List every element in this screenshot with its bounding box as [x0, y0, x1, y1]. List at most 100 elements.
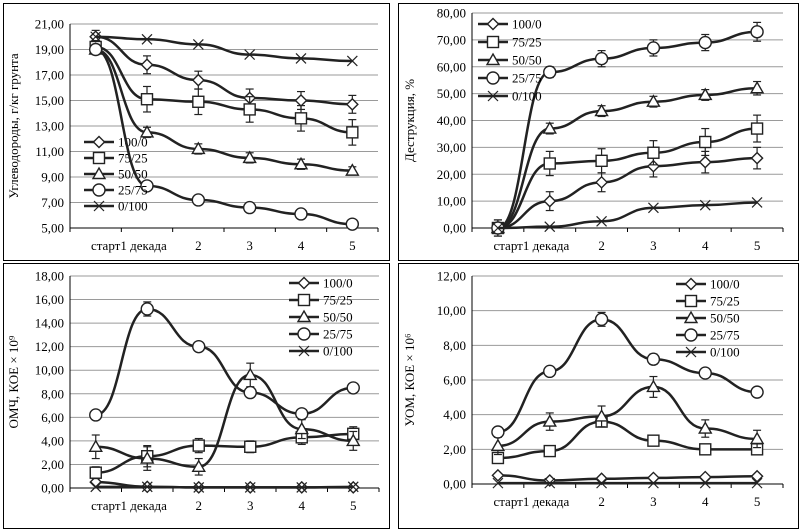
data-point-stroke — [699, 477, 711, 489]
data-point-stroke — [141, 33, 153, 45]
data-point — [647, 477, 659, 489]
x-tick-label: 4 — [299, 498, 306, 513]
data-point — [699, 443, 712, 456]
legend-item: 100/0 — [676, 277, 740, 292]
legend-marker — [486, 35, 500, 49]
y-tick-label: 0,00 — [443, 477, 466, 492]
x-tick-label: 1 декада — [120, 238, 167, 253]
data-point — [242, 150, 257, 164]
data-point-stroke — [90, 481, 102, 493]
y-tick-label: 12,00 — [35, 339, 64, 354]
legend-item: 75/25 — [289, 293, 353, 308]
series-0-100 — [90, 31, 358, 67]
data-point-stroke — [141, 481, 153, 493]
data-point — [594, 408, 609, 422]
legend-item: 25/75 — [289, 327, 353, 342]
data-point — [141, 481, 153, 493]
y-tick-label: 10,00 — [35, 363, 64, 378]
data-point — [699, 135, 712, 149]
data-point — [698, 366, 712, 380]
data-point-stroke — [492, 222, 504, 234]
x-tick-label: 2 — [598, 494, 605, 509]
data-point-stroke — [347, 481, 359, 493]
legend-marker — [297, 276, 311, 290]
chart-omch: 0,00 2,00 4,00 6,00 8,00 10,00 12,00 14,00 16,00… — [3, 263, 390, 529]
y-tick-label: 17,00 — [35, 68, 64, 83]
legend-item: 50/50 — [289, 310, 353, 325]
data-point — [140, 179, 154, 193]
data-point — [242, 200, 257, 215]
data-point-stroke — [192, 38, 204, 50]
data-point — [750, 25, 764, 39]
chart-uom: 0,00 2,00 4,00 6,00 8,00 10,00 12,00 старт 1 дек… — [398, 263, 799, 529]
y-tick-label: 10,00 — [437, 194, 466, 209]
data-point-stroke — [90, 31, 102, 43]
data-point — [140, 451, 155, 464]
data-point — [243, 385, 257, 400]
legend-item: 75/25 — [676, 294, 740, 309]
legend-marker — [485, 52, 501, 66]
x-tick-label: 2 — [196, 498, 203, 513]
data-point — [698, 35, 712, 50]
series-75-25 — [89, 39, 359, 146]
legend-item: 0/100 — [289, 344, 353, 359]
data-point — [192, 95, 205, 108]
legend-label: 50/50 — [323, 310, 353, 325]
x-tick-label: 3 — [650, 238, 657, 253]
data-point — [544, 221, 556, 233]
legend-item: 25/75 — [84, 183, 148, 198]
legend-marker — [486, 17, 500, 31]
data-point — [347, 481, 359, 493]
data-point — [542, 414, 557, 427]
data-point-stroke — [751, 197, 763, 208]
data-point — [750, 385, 764, 399]
legend-marker — [297, 327, 311, 341]
y-tick-label: 13,00 — [35, 119, 64, 134]
data-point — [294, 421, 309, 435]
legend-item: 0/100 — [676, 345, 740, 360]
legend-item: 50/50 — [676, 311, 740, 326]
data-point — [346, 381, 360, 395]
legend-label: 75/25 — [323, 293, 353, 308]
legend-item: 50/50 — [84, 167, 148, 182]
legend-marker-stroke — [487, 90, 499, 102]
x-tick-label: 5 — [754, 494, 761, 509]
y-tick-label: 8,00 — [443, 338, 466, 353]
legend-marker — [684, 277, 698, 291]
legend-label: 0/100 — [710, 345, 740, 360]
data-point — [346, 433, 361, 447]
data-point-stroke — [647, 477, 659, 489]
data-point — [750, 151, 764, 165]
legend-label: 0/100 — [512, 89, 542, 104]
data-point-stroke — [346, 55, 358, 67]
data-point — [544, 477, 556, 489]
y-tick-label: 8,00 — [41, 386, 64, 401]
data-point — [140, 302, 154, 316]
legend-label: 0/100 — [118, 199, 148, 214]
x-tick-label: 3 — [246, 238, 253, 253]
series-0-100 — [492, 197, 763, 234]
legend-item: 75/25 — [84, 151, 148, 166]
data-point — [296, 481, 308, 493]
data-point-stroke — [296, 481, 308, 493]
series-75-25 — [491, 415, 764, 465]
x-tick-label: 4 — [298, 238, 305, 253]
data-point — [345, 97, 359, 111]
data-point — [749, 431, 765, 445]
data-point — [699, 477, 711, 489]
data-point — [594, 103, 609, 117]
legend-marker — [93, 200, 105, 212]
data-point — [699, 199, 711, 211]
legend-label: 25/75 — [512, 71, 542, 86]
legend-marker — [91, 166, 107, 180]
y-tick-label: 70,00 — [437, 32, 466, 47]
data-point — [192, 38, 204, 50]
y-tick-label: 11,00 — [35, 144, 64, 159]
y-tick-label: 19,00 — [35, 42, 64, 57]
data-point-stroke — [544, 221, 556, 233]
data-point-stroke — [647, 202, 659, 214]
data-point — [492, 222, 504, 234]
data-point — [750, 122, 764, 135]
series-line — [95, 45, 353, 134]
data-point — [646, 352, 661, 366]
